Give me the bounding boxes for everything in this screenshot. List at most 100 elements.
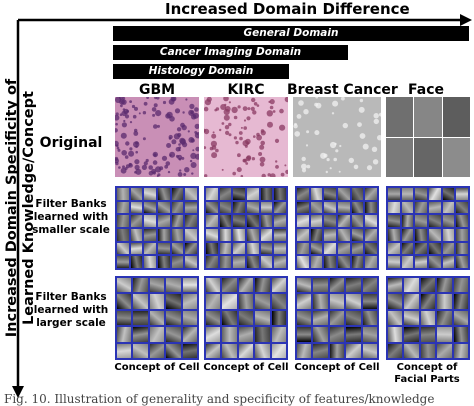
- filter-patch: [206, 228, 218, 241]
- filter-patch: [442, 215, 455, 227]
- filter-patch: [185, 242, 197, 255]
- row-header-original: Original: [39, 135, 103, 151]
- filter-patch: [260, 242, 273, 255]
- filter-patch: [233, 188, 245, 200]
- filter-patch: [338, 215, 350, 227]
- filter-patch: [206, 294, 221, 309]
- filter-patch: [437, 327, 452, 342]
- filter-patch: [401, 201, 414, 214]
- filter-patch: [219, 188, 232, 200]
- filter-patch: [415, 188, 427, 200]
- filter-patch: [247, 242, 259, 255]
- filter-patch: [420, 343, 436, 358]
- y-axis-label-line-1: Increased Domain Specificity of: [4, 78, 20, 338]
- filter-patch: [313, 327, 328, 342]
- filter-patch: [365, 201, 377, 214]
- filter-patch: [144, 228, 156, 241]
- filter-patch: [365, 215, 377, 227]
- filter-patch: [442, 201, 455, 214]
- filter-patch: [401, 188, 414, 200]
- filter-patch: [222, 278, 237, 293]
- filter-patch: [117, 278, 132, 293]
- concept-label-face-line-2: Facial Parts: [394, 374, 460, 385]
- image-texture: [113, 95, 202, 177]
- filter-patch: [429, 201, 441, 214]
- filter-patch: [362, 343, 377, 358]
- filter-patch: [346, 343, 361, 358]
- filter-patch: [365, 228, 377, 241]
- face-photo: [386, 137, 414, 177]
- filter-patch: [429, 242, 441, 255]
- filter-patch: [420, 278, 436, 293]
- filter-patch: [271, 310, 286, 326]
- filter-patch: [362, 294, 377, 309]
- filter-patch: [456, 242, 468, 255]
- filter-patch: [351, 242, 364, 255]
- filter-patch: [415, 201, 427, 214]
- filter-patch: [388, 310, 403, 326]
- filter-patch: [329, 343, 345, 358]
- filter-patch: [133, 343, 148, 358]
- filter-patch: [388, 294, 403, 309]
- filter-patch: [144, 256, 156, 268]
- filter-bank-small-breast: [295, 186, 379, 270]
- filter-patch: [233, 256, 245, 268]
- filter-patch: [117, 201, 129, 214]
- filter-patch: [166, 310, 181, 326]
- filter-patch: [185, 256, 197, 268]
- filter-bank-small-face: [386, 186, 470, 270]
- filter-patch: [365, 188, 377, 200]
- breast-cancer-cell-image: [293, 95, 383, 177]
- row-header-larger-line-2: learned with: [33, 304, 109, 316]
- filter-patch: [219, 242, 232, 255]
- filter-patch: [329, 310, 345, 326]
- filter-patch: [133, 278, 148, 293]
- filter-patch: [429, 228, 441, 241]
- filter-patch: [238, 278, 254, 293]
- filter-patch: [260, 201, 273, 214]
- filter-patch: [255, 294, 270, 309]
- filter-patch: [310, 188, 323, 200]
- kirc-histology-image: [202, 95, 291, 179]
- filter-patch: [401, 256, 414, 268]
- filter-patch: [144, 201, 156, 214]
- filter-patch: [362, 327, 377, 342]
- filter-patch: [313, 310, 328, 326]
- filter-patch: [171, 188, 184, 200]
- filter-patch: [271, 343, 286, 358]
- filter-patch: [260, 256, 273, 268]
- filter-patch: [351, 188, 364, 200]
- figure-caption: Fig. 10. Illustration of generality and …: [4, 392, 435, 406]
- filter-patch: [404, 294, 419, 309]
- filter-patch: [456, 256, 468, 268]
- filter-patch: [222, 310, 237, 326]
- face-photo: [442, 137, 470, 177]
- filter-patch: [247, 188, 259, 200]
- filter-patch: [310, 228, 323, 241]
- row-header-smaller-scale: Filter Banks learned with smaller scale: [28, 198, 114, 237]
- filter-patch: [453, 278, 468, 293]
- filter-patch: [429, 256, 441, 268]
- filter-patch: [222, 294, 237, 309]
- filter-patch: [233, 215, 245, 227]
- filter-patch: [185, 188, 197, 200]
- filter-patch: [182, 343, 197, 358]
- filter-patch: [401, 242, 414, 255]
- filter-patch: [206, 215, 218, 227]
- filter-patch: [313, 294, 328, 309]
- gbm-histology-image: [113, 95, 202, 177]
- filter-patch: [130, 201, 143, 214]
- concept-label-gbm: Concept of Cell: [114, 362, 200, 373]
- filter-patch: [133, 327, 148, 342]
- face-photo: [386, 97, 414, 137]
- filter-patch: [453, 310, 468, 326]
- filter-patch: [171, 228, 184, 241]
- filter-patch: [388, 188, 400, 200]
- filter-patch: [219, 228, 232, 241]
- filter-patch: [404, 310, 419, 326]
- filter-bank-small-kirc: [204, 186, 288, 270]
- filter-patch: [297, 327, 312, 342]
- filter-patch: [442, 256, 455, 268]
- filter-patch: [133, 310, 148, 326]
- filter-patch: [149, 343, 165, 358]
